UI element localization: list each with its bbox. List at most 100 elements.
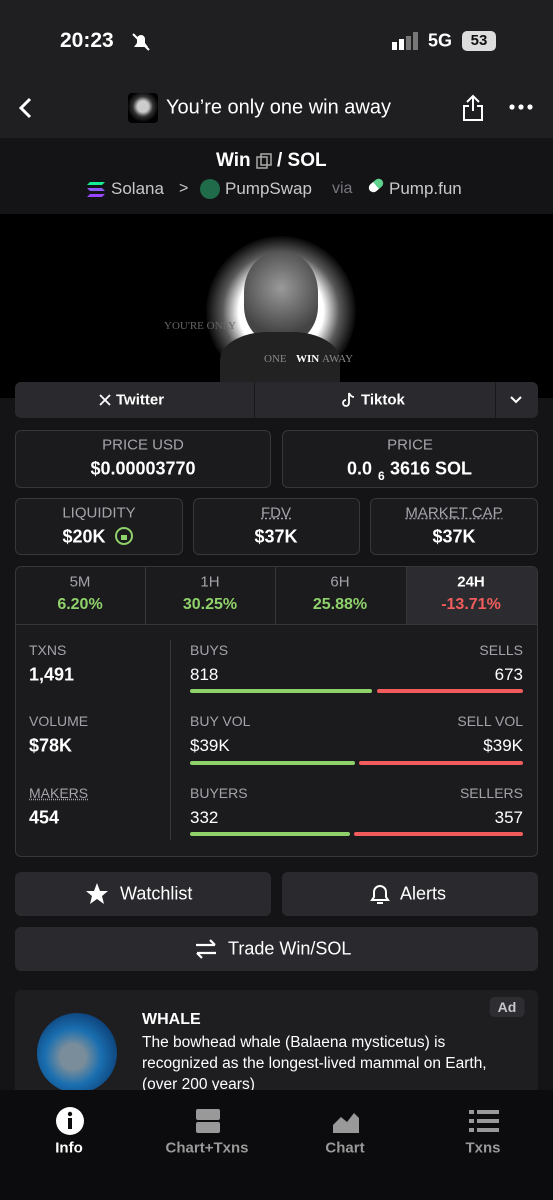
- buy-label: BUYS: [190, 642, 229, 658]
- tab-label[interactable]: 5M: [69, 573, 91, 591]
- nav-chart[interactable]: Chart: [325, 1139, 365, 1157]
- bell-icon: [370, 885, 390, 904]
- swap-icon: [196, 939, 216, 959]
- lock-icon: [115, 527, 133, 545]
- tab-label[interactable]: 1H: [200, 573, 220, 591]
- sell-value: 357: [494, 808, 523, 827]
- divider: [406, 567, 407, 624]
- sell-bar: [359, 761, 523, 765]
- tab-change: 30.25%: [182, 596, 238, 613]
- ad-image: [37, 1013, 117, 1093]
- buy-bar: [190, 689, 372, 693]
- links-bar: [15, 382, 538, 418]
- divider: [145, 567, 146, 624]
- price-usd-value: $0.00003770: [90, 458, 196, 479]
- sell-bar: [354, 832, 523, 836]
- buy-bar: [190, 761, 355, 765]
- buy-label: BUYERS: [190, 785, 248, 801]
- banner: YOU'RE ONLY ONE WIN AWAY: [0, 214, 553, 398]
- mute-icon: [132, 33, 150, 51]
- token-avatar: [128, 93, 158, 123]
- alerts-label: Alerts: [400, 883, 447, 904]
- metric-value: $37K: [254, 526, 298, 547]
- price-native-box: [282, 430, 538, 488]
- lock-body: [121, 535, 127, 540]
- dex-icon: [200, 179, 220, 199]
- ad-title: WHALE: [142, 1011, 201, 1028]
- banner-text: YOU'RE ONLY: [164, 320, 237, 332]
- trade-label: Trade Win/SOL: [228, 938, 352, 959]
- chart-txns-icon: [196, 1109, 220, 1133]
- pair-quote: / SOL: [277, 150, 327, 171]
- sell-label: SELLERS: [459, 785, 523, 801]
- stat-value: $78K: [29, 735, 73, 756]
- metric-label: LIQUIDITY: [62, 504, 136, 522]
- tab-selected: [406, 567, 537, 624]
- buy-value: $39K: [190, 736, 230, 755]
- info-icon: [56, 1107, 84, 1135]
- sell-value: 673: [494, 665, 523, 684]
- tab-label[interactable]: 6H: [330, 573, 350, 591]
- trade-button[interactable]: [15, 927, 538, 971]
- pair-header: [0, 138, 553, 214]
- watchlist-label: Watchlist: [120, 883, 193, 904]
- separator: >: [179, 180, 189, 197]
- expand-button[interactable]: [509, 394, 523, 406]
- copy-icon[interactable]: [256, 153, 272, 169]
- watchlist-button[interactable]: [15, 872, 271, 916]
- chain-name[interactable]: Solana: [111, 179, 164, 198]
- ad-badge: Ad: [489, 997, 525, 1017]
- dex-name[interactable]: PumpSwap: [225, 179, 312, 198]
- price-usd-label: PRICE USD: [102, 436, 184, 454]
- stat-value: 1,491: [29, 664, 75, 685]
- network: 5G: [428, 30, 453, 51]
- sell-label: SELLS: [479, 642, 523, 658]
- metric-label: FDV: [261, 504, 291, 522]
- alerts-button[interactable]: [282, 872, 538, 916]
- via-text: via: [332, 180, 353, 197]
- banner-face: [244, 252, 318, 342]
- bottom-nav: [0, 1090, 553, 1200]
- banner-text: ONE: [264, 353, 287, 365]
- x-icon: [99, 394, 111, 406]
- back-button[interactable]: [14, 96, 38, 120]
- stat-value: 454: [29, 807, 60, 828]
- metric-box: [193, 498, 360, 555]
- share-button[interactable]: [461, 94, 485, 122]
- price-native-label: PRICE: [387, 436, 433, 454]
- stat-label: TXNS: [29, 642, 67, 658]
- tab-change: 25.88%: [312, 596, 368, 613]
- chart-icon: [333, 1113, 359, 1133]
- metric-value: $37K: [432, 526, 476, 547]
- more-button[interactable]: [508, 100, 534, 114]
- banner-text: WIN: [296, 353, 320, 365]
- tab-change: 6.20%: [57, 596, 103, 613]
- price-native-rest: 3616 SOL: [390, 458, 473, 479]
- nav-txns[interactable]: Txns: [465, 1139, 501, 1157]
- divider: [495, 382, 496, 418]
- time: 20:23: [60, 29, 114, 52]
- metric-box: [370, 498, 538, 555]
- tab-change: -13.71%: [441, 596, 501, 613]
- page-title: You’re only one win away: [166, 96, 391, 119]
- top-bar: [0, 0, 553, 138]
- metric-label: MARKET CAP: [405, 504, 503, 522]
- launchpad-name[interactable]: Pump.fun: [389, 179, 462, 198]
- link-twitter[interactable]: Twitter: [116, 391, 165, 409]
- sell-label: SELL VOL: [457, 713, 523, 729]
- nav-info[interactable]: Info: [55, 1139, 83, 1157]
- divider: [170, 640, 171, 840]
- tiktok-icon: [342, 392, 355, 407]
- buy-bar: [190, 832, 350, 836]
- buy-label: BUY VOL: [190, 713, 251, 729]
- signal-icon: [392, 32, 418, 50]
- link-tiktok[interactable]: Tiktok: [361, 391, 405, 409]
- metric-box: [15, 498, 183, 555]
- pair-base: Win: [216, 150, 251, 171]
- nav-chart-txns[interactable]: Chart+Txns: [165, 1139, 249, 1157]
- sell-bar: [377, 689, 523, 693]
- tab-label[interactable]: 24H: [457, 573, 485, 591]
- price-native-prefix: 0.0: [347, 458, 373, 479]
